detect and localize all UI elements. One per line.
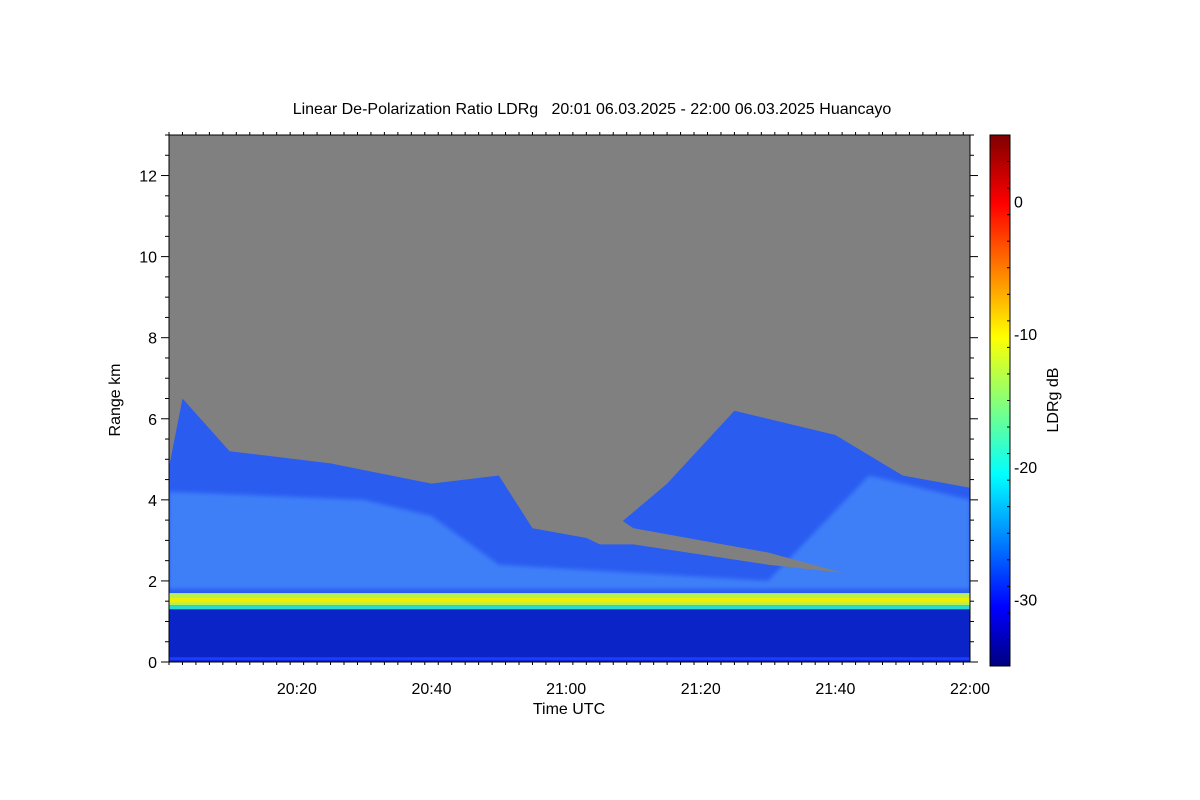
colorbar-tick-label: -30	[1014, 593, 1037, 610]
ground-clutter-line	[169, 657, 970, 661]
y-axis-label: Range km	[107, 364, 124, 437]
x-tick-label: 21:20	[681, 681, 721, 698]
y-tick-label: 0	[148, 655, 157, 672]
no-data-gap	[532, 491, 843, 573]
x-axis: 20:20 20:40 21:00 21:20 21:40 22:00	[168, 132, 990, 698]
colorbar: 0 -10 -20 -30	[989, 134, 1037, 667]
colorbar-tick-label: 0	[1014, 194, 1023, 211]
x-axis-label: Time UTC	[533, 701, 605, 718]
bright-band-core	[169, 597, 970, 603]
y-tick-label: 12	[139, 169, 157, 186]
plot-area	[169, 135, 970, 662]
bright-band-edge	[169, 605, 970, 610]
x-tick-label: 21:00	[546, 681, 586, 698]
y-tick-label: 10	[139, 250, 157, 267]
x-tick-label: 22:00	[950, 681, 990, 698]
y-axis: 0 2 4 6 8 10 12	[139, 134, 978, 672]
y-tick-label: 4	[148, 493, 157, 510]
colorbar-tick-label: -20	[1014, 460, 1037, 477]
x-tick-label: 20:40	[411, 681, 451, 698]
colorbar-label: LDRg dB	[1045, 368, 1062, 433]
colorbar-tick-label: -10	[1014, 327, 1037, 344]
near-surface-layer	[169, 605, 970, 662]
y-tick-label: 8	[148, 331, 157, 348]
cloud-texture	[169, 475, 970, 590]
x-tick-label: 21:40	[815, 681, 855, 698]
chart-title: Linear De-Polarization Ratio LDRg 20:01 …	[293, 101, 892, 118]
y-tick-label: 2	[148, 574, 157, 591]
x-tick-label: 20:20	[277, 681, 317, 698]
y-tick-label: 6	[148, 412, 157, 429]
